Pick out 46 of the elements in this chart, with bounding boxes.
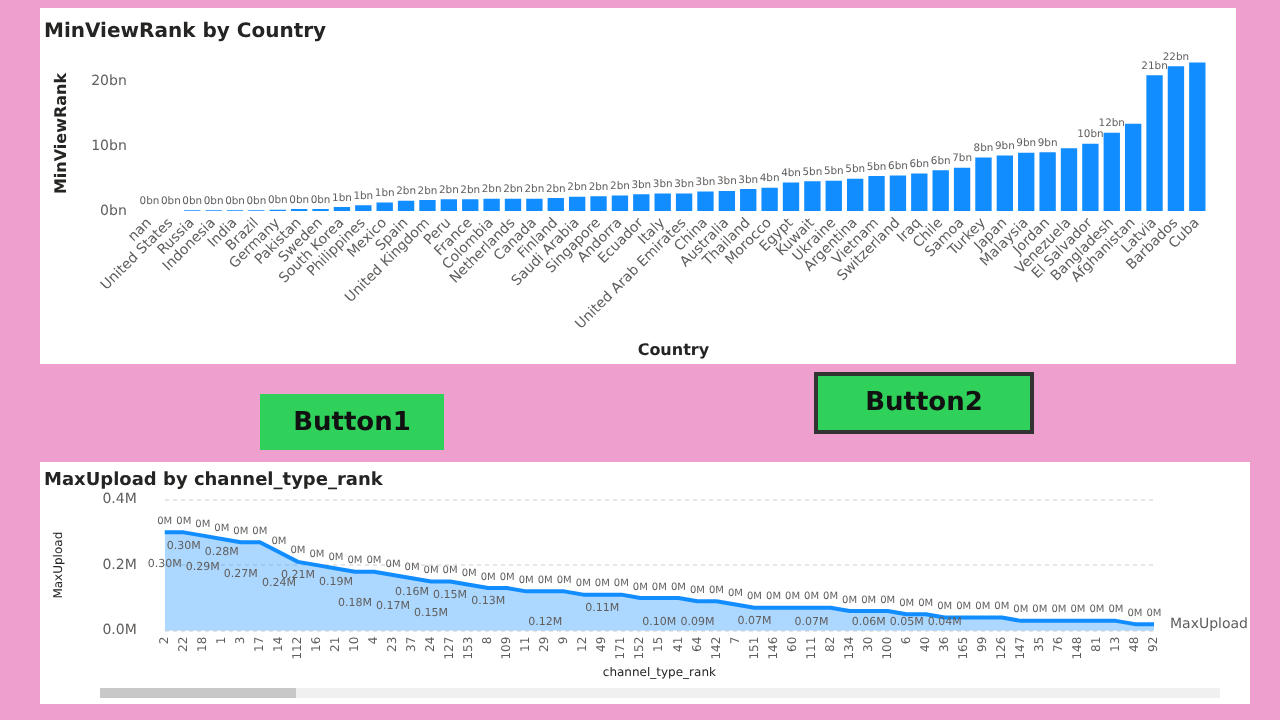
bar [483,198,500,211]
bar [1189,62,1206,211]
bar [825,180,842,211]
bar [740,189,757,211]
bar [804,181,821,211]
button: Button2 [814,372,1034,434]
bar [419,200,436,211]
bar [761,187,778,211]
bar [654,193,671,211]
bar [697,191,714,211]
bar [1018,152,1035,211]
bar [1146,75,1163,211]
bar [568,196,586,211]
bar [975,157,992,211]
bar [633,194,650,211]
bar [526,198,543,211]
bar [932,170,949,211]
bar [376,202,393,211]
bar [675,193,693,211]
bar [547,198,564,211]
bar [1103,132,1120,211]
bar [782,182,800,211]
bar [718,190,736,211]
bar [1167,66,1185,211]
bar [440,199,458,211]
bar [846,178,864,211]
chart-title: MinViewRank by Country [44,21,328,44]
x-axis-title: Country [637,340,711,359]
y-axis-title: MinViewRank [51,71,70,195]
bar [397,200,415,211]
bar [590,196,607,211]
bar [868,176,885,211]
button: Button1 [260,394,444,450]
bar [953,167,971,211]
bar [1060,148,1078,211]
bar [996,155,1014,211]
bar [1039,152,1056,211]
bar [355,205,372,211]
bar [1124,123,1142,211]
chart-title: MaxUpload by channel_type_rank [44,471,385,492]
bar [911,173,928,211]
bar [1082,143,1099,211]
bar [462,199,479,211]
bar [611,195,629,211]
bar [889,175,907,211]
bar [504,198,522,211]
